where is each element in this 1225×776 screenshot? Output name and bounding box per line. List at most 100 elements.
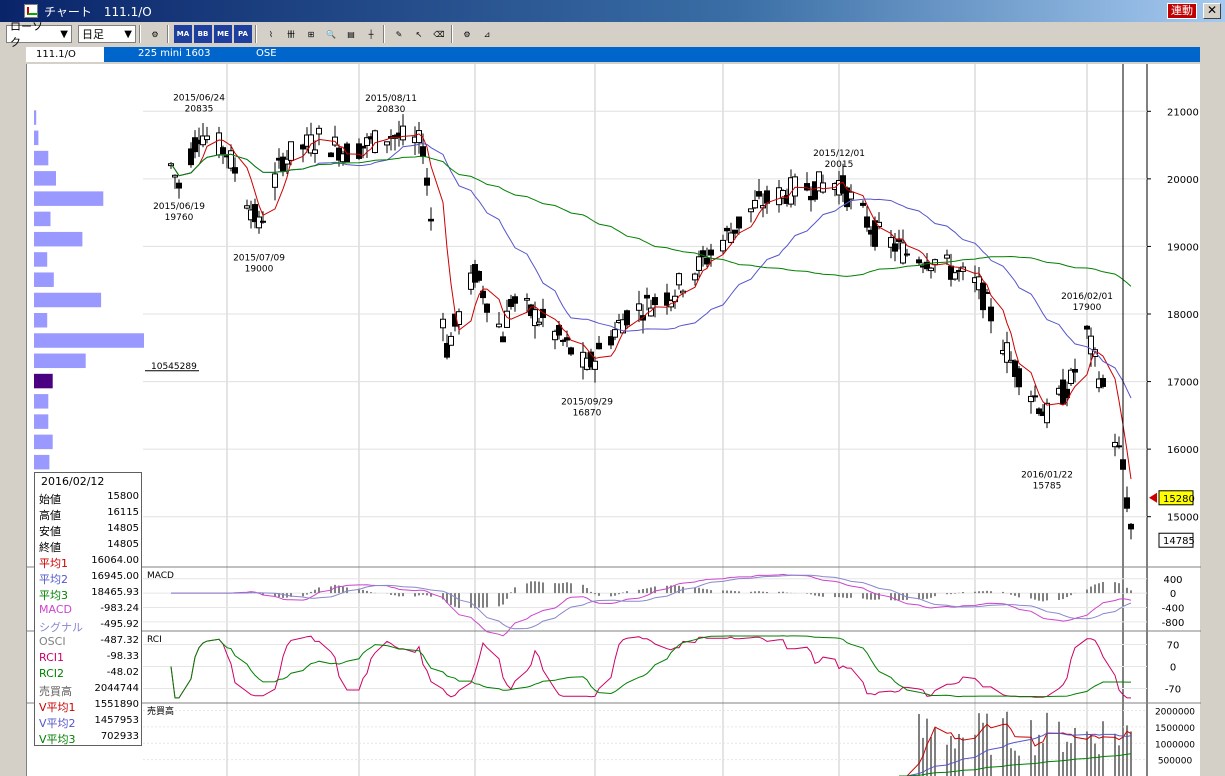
ohlc-info-panel: 2016/02/12 始値 15800 高値 16115 安値 14805 終値 14805 平… xyxy=(34,472,142,746)
candle-down xyxy=(564,337,570,341)
crosshair-icon[interactable]: ┼ xyxy=(368,29,374,39)
candle-up xyxy=(532,309,538,327)
exchange-name: OSE xyxy=(256,48,277,59)
tool-icon[interactable]: ⚙ xyxy=(151,29,159,39)
info-row-value: 702933 xyxy=(100,731,139,742)
candle-up xyxy=(888,237,894,248)
candle-up xyxy=(312,149,318,154)
candle-up xyxy=(1092,349,1098,358)
info-row: 安値 14805 xyxy=(39,523,139,539)
current-price-box xyxy=(1158,490,1194,506)
info-row-value: 1457953 xyxy=(94,715,139,726)
candle-down xyxy=(652,297,658,306)
chevron-down-icon: ▼ xyxy=(60,28,68,40)
volume-profile-bar xyxy=(34,292,102,308)
annotation-date: 2015/06/24 xyxy=(173,93,225,103)
current-price-arrow xyxy=(1149,492,1157,503)
line-chart-icon[interactable]: ⌇ xyxy=(269,29,273,39)
candle-up xyxy=(728,232,734,243)
candle-up xyxy=(384,141,390,146)
macd-tick-label: -400 xyxy=(1162,603,1185,614)
candle-down xyxy=(1036,408,1042,415)
chart-type-select[interactable]: ローソク ▼ xyxy=(6,20,72,49)
annotation-value: 20830 xyxy=(377,105,406,115)
fibonacci-icon[interactable]: ⊿ xyxy=(483,29,491,39)
info-row: 平均3 18465.93 xyxy=(39,587,139,603)
candle-down xyxy=(588,351,594,368)
annotation-date: 2016/02/01 xyxy=(1061,292,1113,302)
candle-up xyxy=(504,310,510,328)
period-select[interactable]: 日足 ▼ xyxy=(78,25,136,43)
toolbar-buttons: ⚙ MA BB ME PA ⌇ 卌 ⊞ 🔍 ▤ ┼ ✎ ↖ ⌫ ⚙ ⊿ xyxy=(144,25,496,43)
annotation-date: 2015/12/01 xyxy=(813,149,865,159)
candle-down xyxy=(568,347,574,355)
info-row: 平均2 16945.00 xyxy=(39,571,139,587)
candle-down xyxy=(480,290,486,299)
candle-down xyxy=(1072,368,1078,373)
candle-up xyxy=(1112,441,1118,448)
info-row: V平均3 702933 xyxy=(39,731,139,747)
chart-area[interactable]: 15000 16000 17000 18000 19000 20000 21000 10545… xyxy=(26,64,1201,776)
low-price-label: 14785 xyxy=(1163,536,1195,547)
info-row-value: -98.33 xyxy=(106,651,139,662)
candle-up xyxy=(1044,402,1050,424)
chart-canvas[interactable]: 15000 16000 17000 18000 19000 20000 21000 10545… xyxy=(27,64,1201,776)
info-row-label: 終値 xyxy=(39,541,61,554)
candle-down xyxy=(892,243,898,252)
info-row-label: 平均3 xyxy=(39,589,68,602)
candle-up xyxy=(244,205,250,209)
price-tick-label: 20000 xyxy=(1167,175,1199,186)
zoom-icon[interactable]: 🔍 xyxy=(326,29,336,39)
volume-profile-bar xyxy=(34,211,51,227)
candle-up xyxy=(816,171,822,192)
pa-button[interactable]: PA xyxy=(234,25,252,43)
settings-icon[interactable]: ⚙ xyxy=(463,29,471,39)
price-tick-label: 21000 xyxy=(1167,107,1199,118)
pencil-icon[interactable]: ✎ xyxy=(395,29,403,39)
candle-up xyxy=(636,303,642,311)
volume-profile-peak-label: 10545289 xyxy=(151,362,197,372)
candle-down xyxy=(192,137,198,153)
info-row-value: -48.02 xyxy=(106,667,139,678)
candle-down xyxy=(904,253,910,256)
toolbar: ローソク ▼ 日足 ▼ ⚙ MA BB ME PA ⌇ 卌 ⊞ 🔍 ▤ ┼ ✎ ↖ ⌫ ⚙ ⊿ xyxy=(0,20,1225,49)
ma-button[interactable]: MA xyxy=(174,25,192,43)
close-icon[interactable]: ✕ xyxy=(1203,3,1221,19)
candle-up xyxy=(416,130,422,144)
link-toggle-button[interactable]: 連動 xyxy=(1167,3,1197,19)
candle-down xyxy=(476,270,482,281)
period-value: 日足 xyxy=(82,28,104,41)
candle-up xyxy=(172,174,178,178)
candle-up xyxy=(820,182,826,193)
me-button[interactable]: ME xyxy=(214,25,232,43)
candle-down xyxy=(624,310,630,326)
candle-up xyxy=(364,137,370,146)
candle-up xyxy=(612,329,618,338)
info-row-label: V平均2 xyxy=(39,717,76,730)
candle-down xyxy=(608,336,614,346)
volume-tick-label: 500000 xyxy=(1158,757,1193,767)
candle-down xyxy=(1064,388,1070,399)
bar-chart-icon[interactable]: 卌 xyxy=(287,29,295,39)
candlestick-icon[interactable]: ⊞ xyxy=(307,29,315,39)
candle-up xyxy=(200,135,206,146)
eraser-icon[interactable]: ⌫ xyxy=(433,29,445,39)
candle-up xyxy=(748,208,754,213)
info-row-label: RCI2 xyxy=(39,667,65,680)
ma-line-short xyxy=(170,133,1132,480)
candle-up xyxy=(792,176,798,197)
candle-up xyxy=(316,127,322,135)
info-row-value: 14805 xyxy=(107,539,139,550)
table-icon[interactable]: ▤ xyxy=(347,29,355,39)
bb-button[interactable]: BB xyxy=(194,25,212,43)
macd-tick-label: -800 xyxy=(1162,618,1185,629)
info-row-value: 16115 xyxy=(107,507,139,518)
price-tick-label: 18000 xyxy=(1167,310,1199,321)
annotation-value: 15785 xyxy=(1033,482,1062,492)
candle-down xyxy=(1032,395,1038,398)
candle-down xyxy=(924,261,930,270)
candle-up xyxy=(552,330,558,341)
info-row: RCI1 -98.33 xyxy=(39,651,139,667)
cursor-icon[interactable]: ↖ xyxy=(415,29,423,39)
symbol-code: 111.1/O xyxy=(26,47,104,62)
